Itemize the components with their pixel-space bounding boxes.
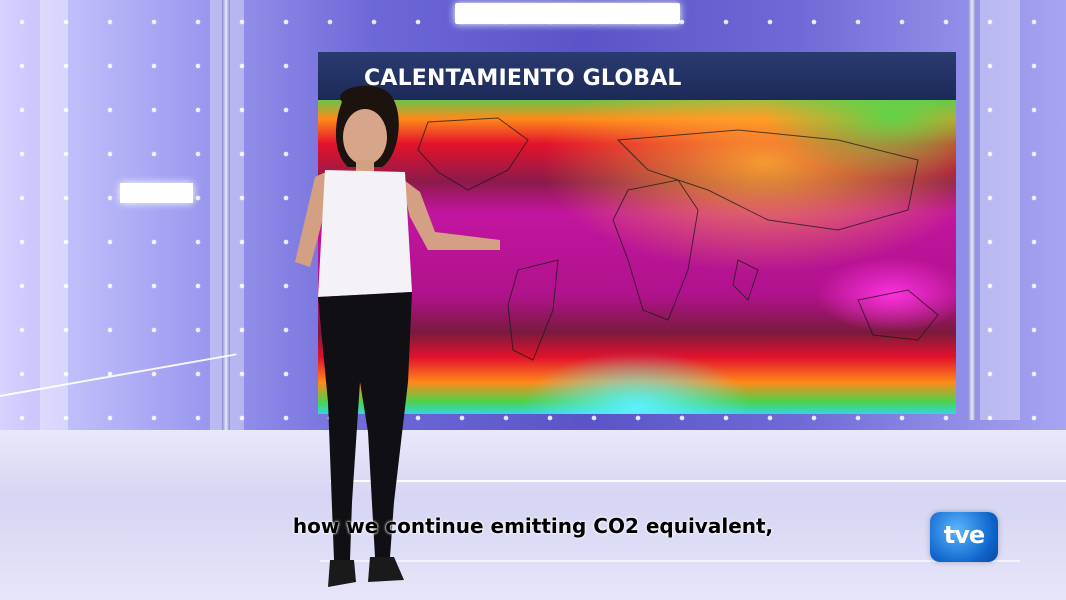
right-pillar	[968, 0, 976, 420]
screen-title: CALENTAMIENTO GLOBAL	[364, 66, 682, 91]
tve-logo: tve	[930, 512, 998, 562]
weather-video-wall: CALENTAMIENTO GLOBAL	[318, 52, 956, 414]
floor-light-line	[330, 480, 1066, 482]
left-glass-panel	[40, 0, 68, 470]
subtitle-caption: how we continue emitting CO2 equivalent,	[292, 514, 774, 538]
ceiling-light-strip	[455, 3, 680, 24]
left-pillar	[222, 0, 230, 500]
presenter-figure	[295, 85, 500, 587]
tve-logo-text: tve	[943, 521, 985, 549]
floor-light-line-2	[320, 560, 1020, 562]
right-glass-panel	[980, 0, 1020, 420]
global-warming-heatmap	[318, 100, 956, 414]
wall-light-bar	[120, 183, 193, 203]
screen-title-bar: CALENTAMIENTO GLOBAL	[318, 52, 956, 100]
studio-floor	[0, 430, 1066, 600]
